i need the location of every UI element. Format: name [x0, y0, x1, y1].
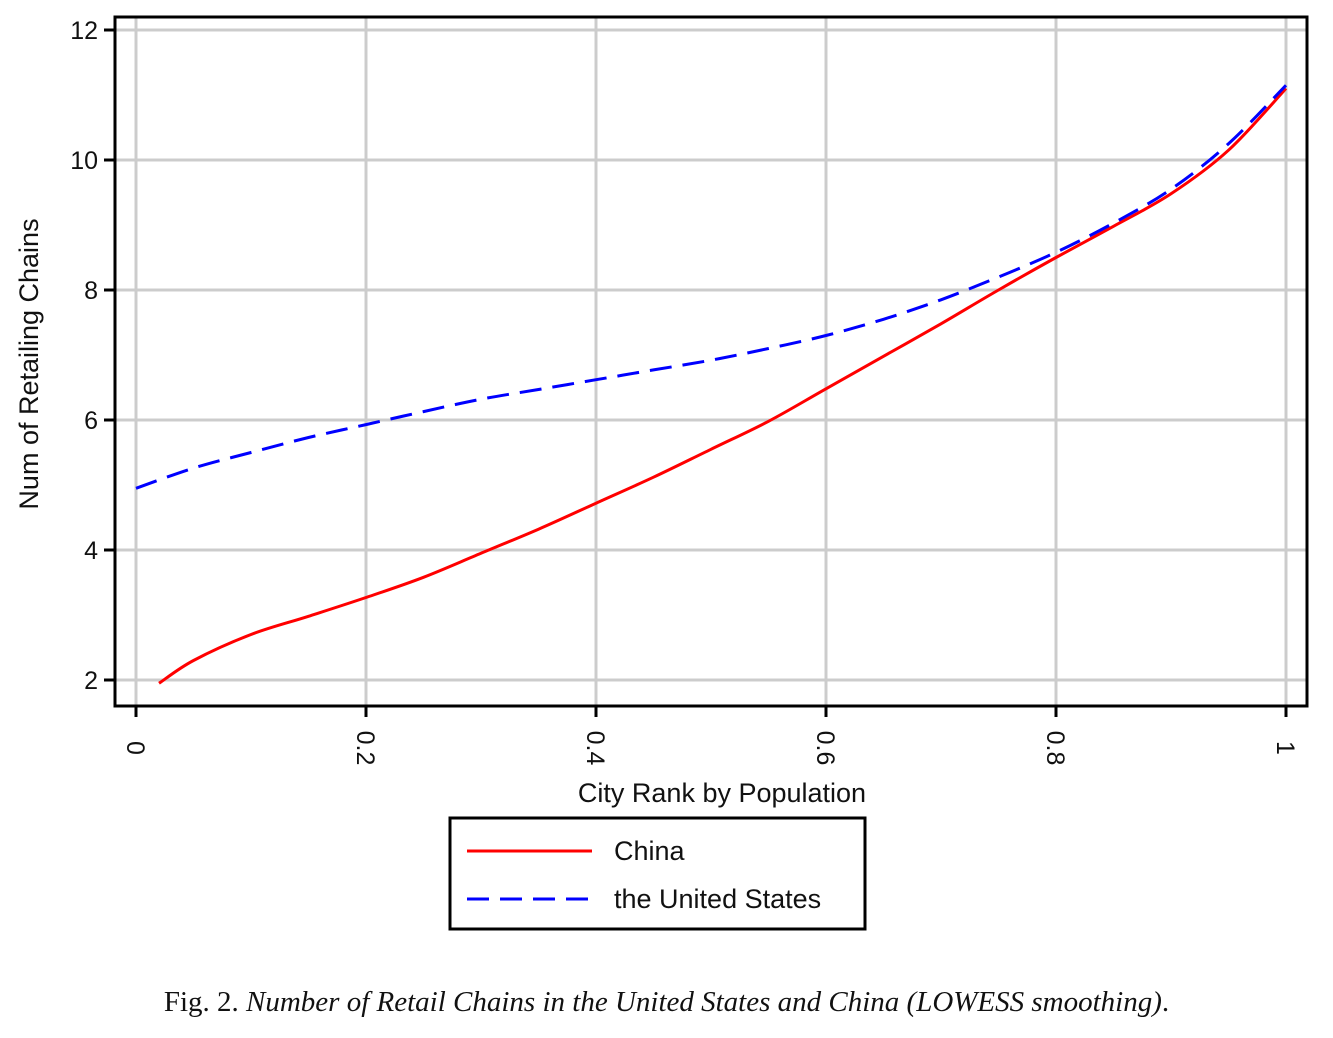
y-tick-label: 4 [84, 537, 98, 565]
x-tick-label: 0.8 [1041, 731, 1069, 766]
series-line-china [158, 87, 1288, 685]
caption-suffix: . [1161, 986, 1170, 1018]
line-chart: 0 0.2 0.4 0.6 0.8 1 2 4 6 8 10 12 City Rank by Pop… [14, 15, 1309, 931]
x-tick-label: 0.2 [351, 731, 379, 766]
legend-box [448, 816, 867, 931]
x-tick-label: 1 [1271, 741, 1299, 755]
y-tick-label: 12 [70, 17, 98, 45]
y-tick-label: 2 [84, 667, 98, 695]
y-tick-label: 6 [84, 407, 98, 435]
caption-title: Number of Retail Chains in the United St… [246, 986, 1162, 1018]
grid-lines [115, 17, 1307, 706]
y-tick-label: 8 [84, 277, 98, 305]
x-tick-label: 0.6 [811, 731, 839, 766]
x-tick-label: 0.4 [581, 731, 609, 766]
caption-prefix: Fig. 2. [163, 986, 247, 1018]
series-layer [135, 84, 1288, 685]
y-axis: 2 4 6 8 10 12 [70, 17, 115, 695]
legend-label-china: China [614, 836, 686, 866]
x-axis-title: City Rank by Population [578, 778, 866, 808]
legend-label-united-states: the United States [614, 884, 821, 914]
legend: China the United States [448, 816, 867, 931]
plot-frame [113, 15, 1309, 708]
figure-caption: Fig. 2. Number of Retail Chains in the U… [0, 986, 1333, 1019]
y-tick-label: 10 [70, 147, 98, 175]
x-axis: 0 0.2 0.4 0.6 0.8 1 [121, 706, 1299, 765]
x-tick-label: 0 [121, 741, 149, 755]
y-axis-title: Num of Retailing Chains [14, 218, 44, 509]
series-line-the-united-states [135, 84, 1288, 490]
